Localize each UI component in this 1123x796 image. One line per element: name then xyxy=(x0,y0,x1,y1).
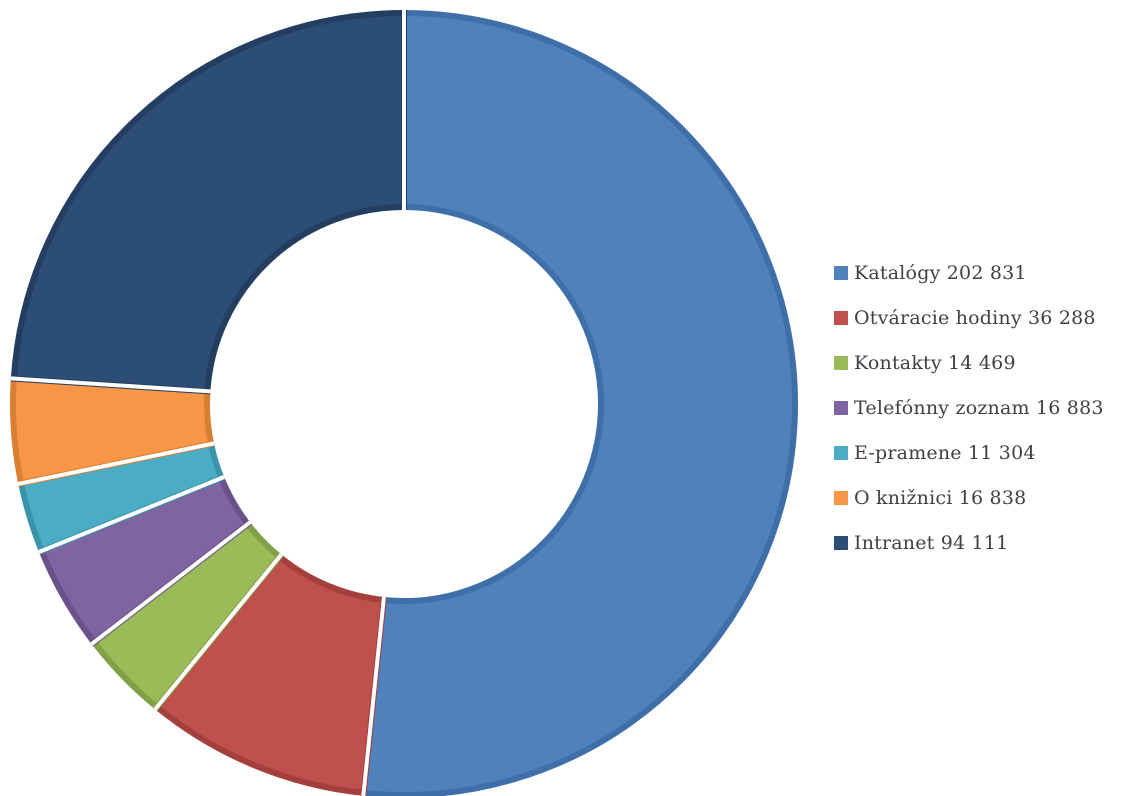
legend-item-kontakty: Kontakty 14 469 xyxy=(834,348,1104,378)
legend-item-telefonny-zoznam: Telefónny zoznam 16 883 xyxy=(834,393,1104,423)
legend-swatch xyxy=(834,536,848,550)
slice-separator xyxy=(17,441,215,486)
legend-swatch xyxy=(834,311,848,325)
legend-swatch xyxy=(834,401,848,415)
legend-swatch xyxy=(834,266,848,280)
legend-item-katalogy: Katalógy 202 831 xyxy=(834,258,1104,288)
legend-label: Kontakty 14 469 xyxy=(854,352,1016,374)
slice-separator xyxy=(38,475,225,554)
legend-item-intranet: Intranet 94 111 xyxy=(834,528,1104,558)
chart-legend: Katalógy 202 831 Otváracie hodiny 36 288 K… xyxy=(834,258,1104,573)
legend-item-otvaracie-hodiny: Otváracie hodiny 36 288 xyxy=(834,303,1104,333)
legend-label: E-pramene 11 304 xyxy=(854,442,1036,464)
slice-separator xyxy=(153,553,283,711)
legend-label: Intranet 94 111 xyxy=(854,532,1009,554)
slice-intranet xyxy=(10,9,407,395)
legend-swatch xyxy=(834,356,848,370)
legend-swatch xyxy=(834,491,848,505)
donut-slices xyxy=(10,9,798,796)
legend-item-o-kniznici: O knižnici 16 838 xyxy=(834,483,1104,513)
donut-chart xyxy=(10,9,798,796)
slice-katalogy xyxy=(360,9,798,796)
legend-label: Katalógy 202 831 xyxy=(854,262,1027,284)
legend-label: Otváracie hodiny 36 288 xyxy=(854,307,1096,329)
legend-item-e-pramene: E-pramene 11 304 xyxy=(834,438,1104,468)
slice-separator xyxy=(90,520,252,646)
slice-separator xyxy=(10,376,211,394)
legend-label: O knižnici 16 838 xyxy=(854,487,1027,509)
legend-label: Telefónny zoznam 16 883 xyxy=(854,397,1104,419)
slice-separator xyxy=(361,596,386,796)
legend-swatch xyxy=(834,446,848,460)
